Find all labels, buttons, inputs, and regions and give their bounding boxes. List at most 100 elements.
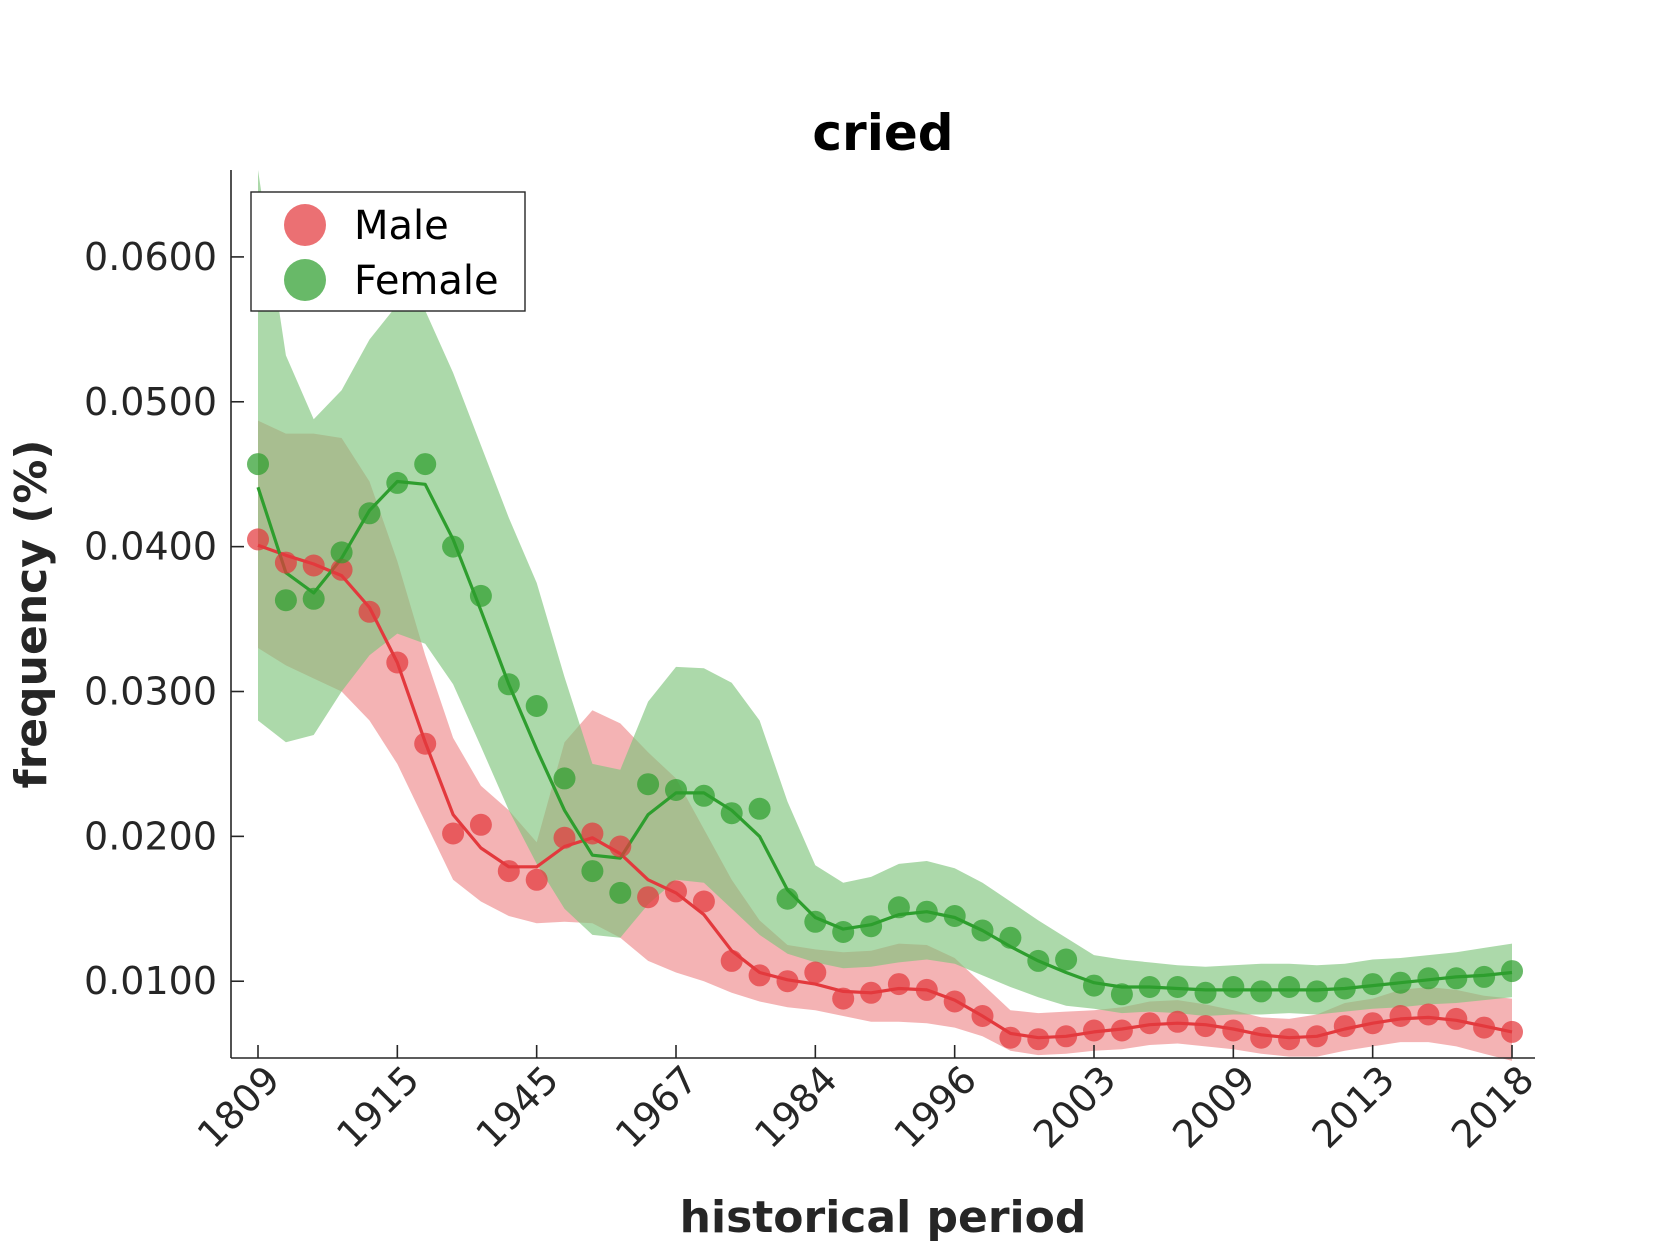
point-male (1305, 1025, 1328, 1048)
point-female (1278, 976, 1301, 998)
point-female (274, 589, 297, 612)
point-female (971, 919, 994, 942)
point-male (1278, 1028, 1301, 1051)
point-male (1333, 1015, 1356, 1038)
point-male (609, 835, 632, 858)
point-female (1138, 976, 1161, 998)
point-male (1110, 1019, 1133, 1042)
point-female (1305, 980, 1328, 1003)
point-male (692, 890, 715, 913)
point-male (1083, 1019, 1105, 1042)
point-male (637, 886, 660, 909)
point-male (1445, 1007, 1468, 1030)
y-tick-label: 0.0400 (84, 525, 217, 569)
point-female (1027, 949, 1050, 972)
point-male (1389, 1005, 1412, 1027)
point-male (274, 551, 297, 574)
point-male (776, 970, 799, 993)
y-tick-label: 0.0500 (84, 380, 217, 424)
point-male (943, 990, 966, 1013)
point-male (358, 600, 381, 623)
point-male (525, 868, 548, 891)
point-male (302, 554, 325, 577)
point-female (915, 900, 938, 923)
point-female (1194, 981, 1217, 1004)
point-male (1027, 1028, 1050, 1051)
point-female (999, 926, 1022, 949)
legend-swatch-female (284, 259, 326, 301)
point-female (358, 502, 381, 525)
point-male (442, 822, 465, 845)
trend-lines (256, 479, 1513, 1040)
point-female (1110, 983, 1133, 1006)
point-female (637, 773, 660, 796)
point-male (1417, 1003, 1440, 1026)
point-female (943, 905, 966, 927)
point-male (887, 973, 910, 996)
point-male (1055, 1025, 1078, 1048)
point-female (302, 587, 325, 610)
point-male (1194, 1015, 1217, 1038)
confidence-bands (258, 170, 1512, 1061)
point-female (1166, 976, 1189, 998)
point-male (860, 981, 883, 1004)
point-male (581, 822, 604, 845)
point-male (1501, 1020, 1523, 1043)
point-male (1222, 1019, 1245, 1042)
trend-line-male (257, 543, 1513, 1040)
legend: Male Female (250, 191, 526, 312)
point-female (525, 695, 548, 717)
point-female (609, 881, 632, 904)
band-female (258, 170, 1512, 1016)
point-female (442, 535, 465, 558)
point-female (1333, 977, 1356, 1000)
point-female (692, 784, 715, 807)
point-female (720, 802, 743, 825)
y-tick-label: 0.0600 (84, 235, 217, 279)
point-male (1361, 1012, 1384, 1035)
y-tick-label: 0.0100 (84, 959, 217, 1003)
x-axis-label: historical period (680, 1192, 1087, 1243)
point-female (1083, 974, 1105, 997)
point-male (665, 880, 687, 903)
point-male (1166, 1010, 1189, 1033)
point-female (1055, 948, 1078, 971)
point-female (832, 921, 855, 943)
point-female (581, 860, 604, 883)
point-female (1445, 967, 1468, 990)
point-female (1501, 960, 1523, 983)
point-female (1222, 976, 1245, 998)
point-male (414, 732, 437, 755)
point-male (832, 987, 855, 1010)
point-male (330, 558, 353, 581)
y-tick-label: 0.0300 (84, 670, 217, 714)
y-axis-ticks: 0.0100 0.0200 0.0300 0.0400 0.0500 0.0600 (84, 235, 244, 1003)
point-female (553, 767, 576, 790)
point-male (720, 949, 743, 972)
point-male (1138, 1012, 1161, 1035)
point-female (1389, 971, 1412, 994)
point-female (1250, 980, 1273, 1003)
legend-label-female: Female (354, 258, 499, 304)
point-female (330, 541, 353, 564)
point-female (414, 453, 437, 476)
point-female (748, 797, 771, 820)
point-male (915, 978, 938, 1001)
point-male (748, 964, 771, 987)
point-female (665, 779, 687, 801)
legend-swatch-male (284, 204, 326, 246)
chart-title: cried (812, 104, 953, 162)
y-axis-label: frequency (%) (6, 439, 57, 788)
point-male (1250, 1026, 1273, 1049)
point-male (999, 1026, 1022, 1049)
y-tick-label: 0.0200 (84, 814, 217, 858)
point-male (497, 860, 520, 883)
point-female (1417, 967, 1440, 990)
point-female (860, 915, 883, 938)
point-male (971, 1005, 994, 1027)
point-male (553, 826, 576, 849)
point-male (386, 651, 409, 674)
point-female (776, 887, 799, 910)
point-female (887, 896, 910, 919)
